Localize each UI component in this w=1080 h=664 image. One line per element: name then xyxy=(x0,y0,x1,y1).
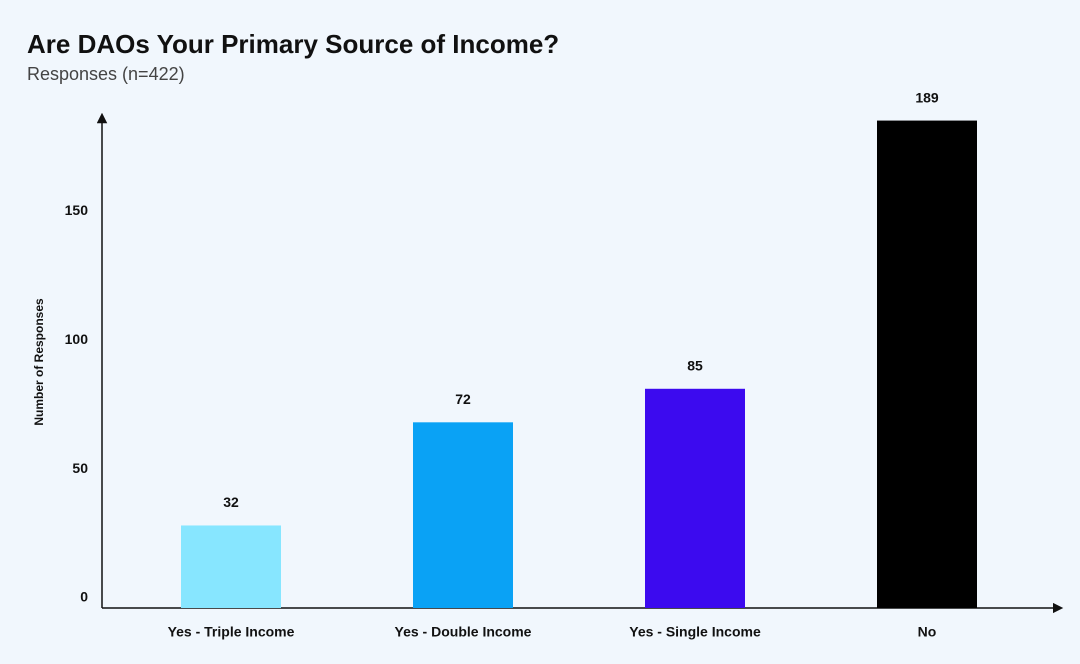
x-tick-label: Yes - Double Income xyxy=(395,624,532,640)
y-tick-label: 150 xyxy=(65,202,89,218)
x-tick-label: No xyxy=(918,624,937,640)
bar xyxy=(413,422,513,608)
y-tick-label: 50 xyxy=(72,460,88,476)
bar xyxy=(877,120,977,608)
value-label: 72 xyxy=(455,391,471,407)
bar xyxy=(181,525,281,608)
value-label: 32 xyxy=(223,494,239,510)
chart-subtitle: Responses (n=422) xyxy=(27,64,185,84)
y-tick-label: 0 xyxy=(80,589,88,605)
y-tick-label: 100 xyxy=(65,331,89,347)
chart-title: Are DAOs Your Primary Source of Income? xyxy=(27,29,559,59)
value-label: 189 xyxy=(915,89,939,105)
value-label: 85 xyxy=(687,357,703,373)
x-tick-label: Yes - Single Income xyxy=(629,624,761,640)
y-axis-title: Number of Responses xyxy=(32,298,46,426)
x-tick-label: Yes - Triple Income xyxy=(168,624,295,640)
bar xyxy=(645,388,745,608)
